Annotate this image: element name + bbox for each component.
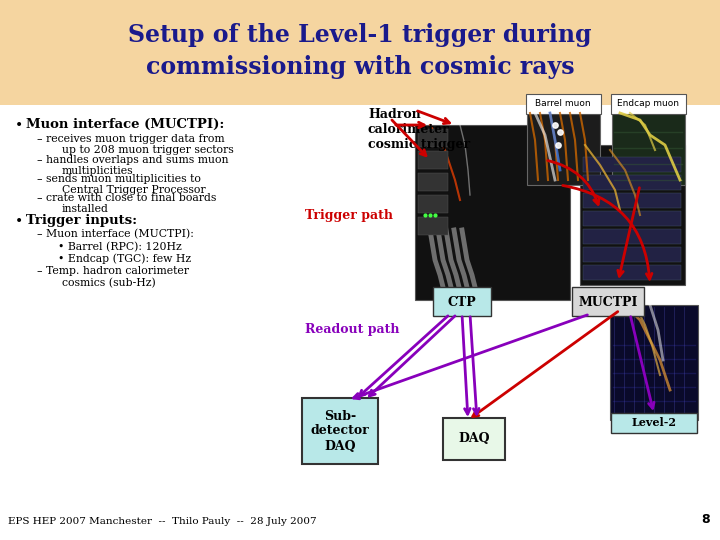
FancyBboxPatch shape (612, 113, 685, 185)
Text: –: – (36, 155, 42, 165)
Text: crate with close to final boards: crate with close to final boards (46, 193, 217, 203)
FancyBboxPatch shape (583, 175, 681, 190)
Point (429, 211, 441, 219)
FancyBboxPatch shape (611, 413, 697, 433)
Text: up to 208 muon trigger sectors: up to 208 muon trigger sectors (62, 145, 234, 155)
FancyBboxPatch shape (418, 195, 448, 213)
Text: • Barrel (RPC): 120Hz: • Barrel (RPC): 120Hz (58, 242, 181, 252)
Text: CTP: CTP (448, 295, 477, 308)
Text: Temp. hadron calorimeter: Temp. hadron calorimeter (46, 266, 189, 276)
Text: 8: 8 (701, 513, 710, 526)
Text: commissioning with cosmic rays: commissioning with cosmic rays (145, 55, 575, 79)
FancyBboxPatch shape (443, 418, 505, 460)
FancyBboxPatch shape (418, 129, 448, 147)
Text: Sub-
detector
DAQ: Sub- detector DAQ (310, 409, 369, 453)
Text: installed: installed (62, 204, 109, 214)
FancyBboxPatch shape (610, 305, 698, 420)
Text: multiplicities: multiplicities (62, 166, 134, 176)
Text: Level-2: Level-2 (631, 417, 677, 429)
Text: Trigger path: Trigger path (305, 208, 393, 221)
Point (554, 127, 566, 136)
Text: handles overlaps and sums muon: handles overlaps and sums muon (46, 155, 228, 165)
Text: –: – (36, 134, 42, 144)
Text: •: • (15, 118, 23, 132)
FancyBboxPatch shape (583, 229, 681, 244)
Text: Trigger inputs:: Trigger inputs: (26, 214, 137, 227)
FancyBboxPatch shape (583, 157, 681, 172)
Text: DAQ: DAQ (458, 433, 490, 446)
Text: Muon interface (MUCTPI):: Muon interface (MUCTPI): (26, 118, 225, 131)
Point (549, 120, 561, 129)
FancyBboxPatch shape (526, 94, 601, 114)
FancyBboxPatch shape (302, 398, 378, 464)
Text: –: – (36, 229, 42, 239)
FancyBboxPatch shape (0, 105, 720, 540)
FancyBboxPatch shape (583, 193, 681, 208)
Point (424, 211, 436, 219)
FancyBboxPatch shape (583, 211, 681, 226)
FancyBboxPatch shape (0, 0, 720, 110)
FancyBboxPatch shape (580, 145, 685, 285)
FancyBboxPatch shape (527, 113, 600, 185)
FancyBboxPatch shape (583, 247, 681, 262)
Text: EPS HEP 2007 Manchester  --  Thilo Pauly  --  28 July 2007: EPS HEP 2007 Manchester -- Thilo Pauly -… (8, 517, 317, 526)
Text: Central Trigger Processor: Central Trigger Processor (62, 185, 206, 195)
Text: receives muon trigger data from: receives muon trigger data from (46, 134, 225, 144)
Point (419, 211, 431, 219)
FancyBboxPatch shape (418, 217, 448, 235)
Text: Setup of the Level-1 trigger during: Setup of the Level-1 trigger during (128, 23, 592, 47)
FancyBboxPatch shape (572, 287, 644, 316)
FancyBboxPatch shape (433, 287, 491, 316)
Text: –: – (36, 193, 42, 203)
FancyBboxPatch shape (415, 125, 570, 300)
Text: cosmics (sub-Hz): cosmics (sub-Hz) (62, 278, 156, 288)
Text: Hadron
calorimeter
cosmic trigger: Hadron calorimeter cosmic trigger (368, 108, 470, 151)
Text: Muon interface (MUCTPI):: Muon interface (MUCTPI): (46, 229, 194, 239)
Text: Readout path: Readout path (305, 323, 400, 336)
Text: Endcap muon: Endcap muon (617, 99, 679, 109)
Text: –: – (36, 174, 42, 184)
FancyBboxPatch shape (418, 151, 448, 169)
Text: Barrel muon: Barrel muon (535, 99, 591, 109)
Text: MUCTPI: MUCTPI (578, 295, 638, 308)
Text: • Endcap (TGC): few Hz: • Endcap (TGC): few Hz (58, 253, 191, 264)
Text: •: • (15, 214, 23, 228)
FancyBboxPatch shape (611, 94, 686, 114)
Text: –: – (36, 266, 42, 276)
FancyBboxPatch shape (418, 173, 448, 191)
FancyBboxPatch shape (583, 265, 681, 280)
Text: sends muon multiplicities to: sends muon multiplicities to (46, 174, 201, 184)
Point (552, 141, 564, 150)
